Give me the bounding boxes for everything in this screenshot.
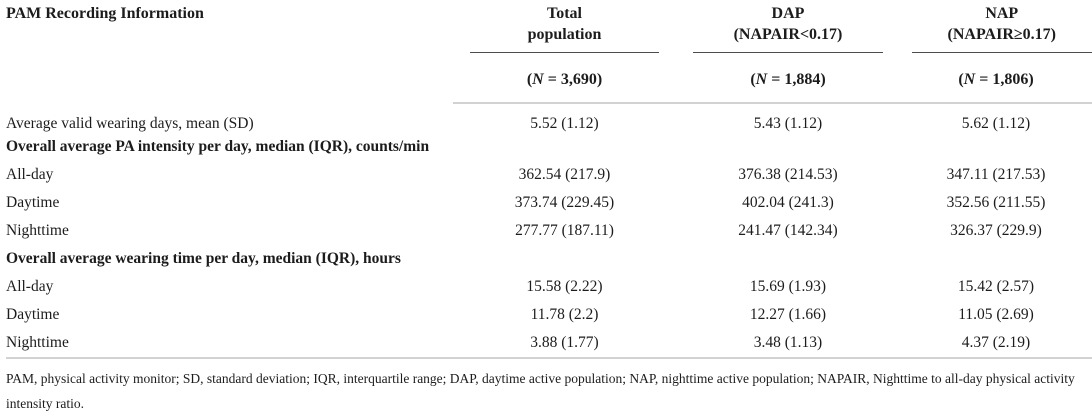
value-cell: 326.37 (229.9): [950, 222, 1042, 239]
table-row-wearing-nighttime: Nighttime 3.88 (1.77) 3.48 (1.13) 4.37 (…: [6, 329, 1092, 357]
value-cell: 15.58 (2.22): [526, 278, 603, 295]
paren: (: [526, 71, 533, 88]
value-cell: 11.05 (2.69): [958, 306, 1034, 323]
table-title-header: PAM Recording Information: [6, 0, 453, 103]
row-label: All-day: [6, 166, 54, 183]
value-cell: 4.37 (2.19): [961, 334, 1031, 351]
column-header-dap-inner: DAP (NAPAIR<0.17): [692, 3, 884, 53]
section-header-label: Overall average wearing time per day, me…: [6, 250, 401, 267]
paren: (: [958, 71, 964, 88]
value-cell: 347.11 (217.53): [946, 166, 1046, 183]
value-cell: 11.78 (2.2): [530, 306, 599, 323]
value-cell: 402.04 (241.3): [742, 194, 834, 211]
n-value: = 1,806): [975, 71, 1034, 88]
value-cell: 352.56 (211.55): [946, 194, 1046, 211]
column-header-nap-inner: NAP (NAPAIR≥0.17): [911, 3, 1092, 53]
column-title-line2: population: [527, 26, 602, 43]
row-label: Nighttime: [6, 222, 69, 239]
sample-size-dap: (N = 1,884): [676, 58, 900, 104]
table-title-text: PAM Recording Information: [6, 5, 204, 22]
row-label: Daytime: [6, 306, 60, 323]
n-symbol: N: [963, 71, 976, 88]
value-cell: 15.69 (1.93): [749, 278, 827, 295]
row-label: All-day: [6, 278, 54, 295]
column-title-line1: NAP: [985, 5, 1019, 22]
table-header: PAM Recording Information Total populati…: [6, 0, 1092, 104]
table-row-wearing-all-day: All-day 15.58 (2.22) 15.69 (1.93) 15.42 …: [6, 273, 1092, 301]
value-cell: 376.38 (214.53): [738, 166, 838, 183]
n-value: = 1,884): [767, 71, 826, 88]
sample-size-nap: (N = 1,806): [900, 58, 1092, 104]
n-symbol: N: [755, 71, 768, 88]
n-value: = 3,690): [543, 71, 603, 88]
value-cell: 373.74 (229.45): [514, 194, 615, 211]
value-cell: 3.88 (1.77): [530, 334, 599, 351]
column-title-line1: DAP: [771, 5, 805, 22]
value-cell: 5.62 (1.12): [961, 115, 1031, 132]
table-row-wearing-days: Average valid wearing days, mean (SD) 5.…: [6, 103, 1092, 133]
paren: (: [750, 71, 756, 88]
table-footnote: PAM, physical activity monitor; SD, stan…: [6, 357, 1092, 416]
table-body: Average valid wearing days, mean (SD) 5.…: [6, 103, 1092, 357]
section-header-wearing-time: Overall average wearing time per day, me…: [6, 245, 1092, 273]
column-header-total-population: Total population: [453, 0, 676, 58]
n-symbol: N: [532, 71, 544, 88]
value-cell: 15.42 (2.57): [957, 278, 1035, 295]
value-cell: 5.52 (1.12): [530, 115, 599, 132]
column-header-total-inner: Total population: [469, 3, 660, 53]
value-cell: 5.43 (1.12): [753, 115, 823, 132]
section-header-label: Overall average PA intensity per day, me…: [6, 138, 430, 155]
row-label: Nighttime: [6, 334, 69, 351]
value-cell: 12.27 (1.66): [749, 306, 827, 323]
column-title-line2: (NAPAIR≥0.17): [947, 26, 1056, 43]
value-cell: 277.77 (187.11): [515, 222, 614, 239]
value-cell: 3.48 (1.13): [753, 334, 823, 351]
sample-size-total: (N = 3,690): [453, 58, 676, 104]
column-header-dap: DAP (NAPAIR<0.17): [676, 0, 900, 58]
section-header-pa-intensity: Overall average PA intensity per day, me…: [6, 133, 1092, 161]
sample-size-row: (N = 3,690) (N = 1,884) (N = 1,806): [6, 58, 1092, 104]
table-row-intensity-daytime: Daytime 373.74 (229.45) 402.04 (241.3) 3…: [6, 189, 1092, 217]
row-label: Average valid wearing days, mean (SD): [6, 114, 254, 132]
row-label: Daytime: [6, 194, 60, 211]
column-title-line1: Total: [547, 5, 582, 22]
table-row-wearing-daytime: Daytime 11.78 (2.2) 12.27 (1.66) 11.05 (…: [6, 301, 1092, 329]
value-cell: 241.47 (142.34): [738, 222, 838, 239]
pam-recording-table: PAM Recording Information Total populati…: [6, 0, 1092, 357]
table-row-intensity-all-day: All-day 362.54 (217.9) 376.38 (214.53) 3…: [6, 161, 1092, 189]
column-title-line2: (NAPAIR<0.17): [733, 26, 843, 43]
value-cell: 362.54 (217.9): [518, 166, 611, 183]
table-row-intensity-nighttime: Nighttime 277.77 (187.11) 241.47 (142.34…: [6, 217, 1092, 245]
column-header-nap: NAP (NAPAIR≥0.17): [900, 0, 1092, 58]
column-header-row: PAM Recording Information Total populati…: [6, 0, 1092, 58]
